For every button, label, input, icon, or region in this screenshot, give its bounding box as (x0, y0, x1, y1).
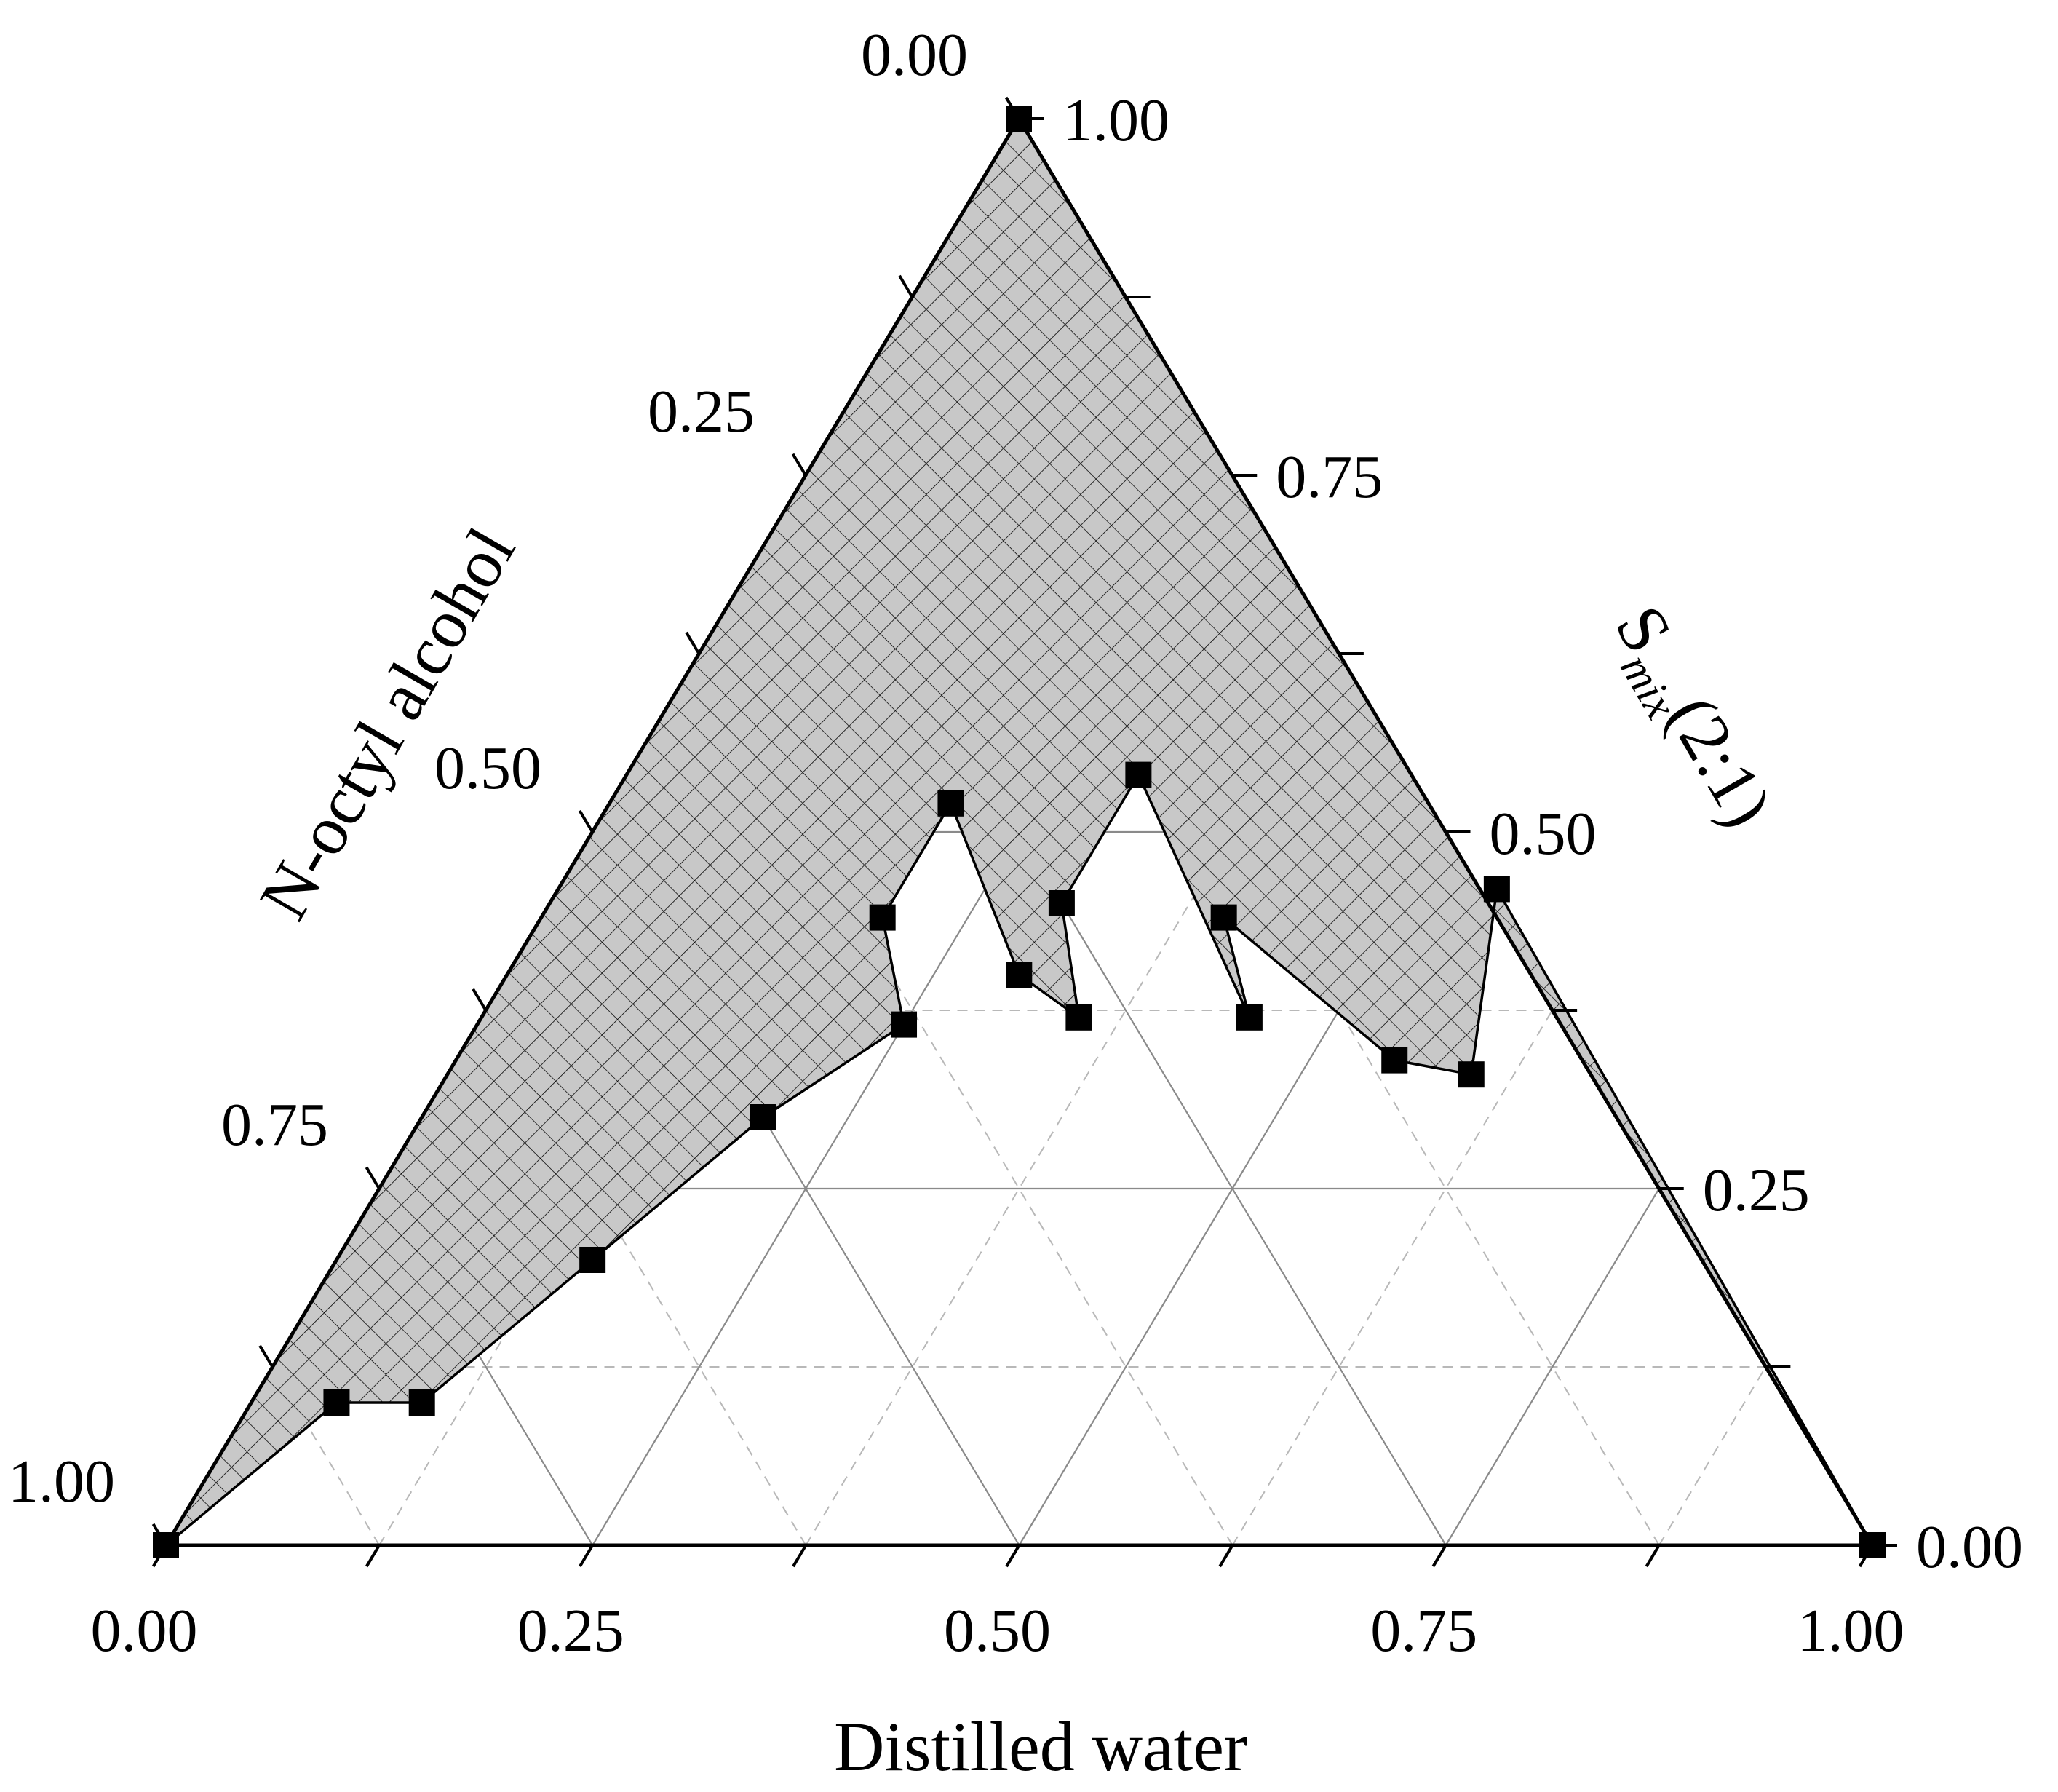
bottom-tick-label: 0.25 (517, 1597, 624, 1665)
bottom-tick-label: 0.00 (91, 1597, 198, 1665)
data-point-marker (1859, 1532, 1886, 1558)
left-axis-title: N-octyl alcohol (245, 515, 531, 932)
bottom-tick-label: 0.50 (944, 1597, 1051, 1665)
bottom-tick (792, 1544, 808, 1568)
bottom-tick (1645, 1544, 1661, 1568)
axis-ticks: 0.00 0.00 0.00 0.25 0.25 0.25 0.50 0.50 0.50 0.75… (8, 21, 2023, 1665)
grid-line-water (1231, 1010, 1553, 1546)
data-point-marker (1048, 890, 1075, 916)
left-tick-label: 0.25 (648, 378, 755, 445)
left-tick (685, 631, 701, 655)
right-tick-label: 1.00 (1062, 87, 1169, 154)
data-point-marker (1065, 1004, 1092, 1031)
data-point-marker (750, 1104, 776, 1130)
right-tick-label: 0.25 (1703, 1157, 1810, 1224)
bottom-tick (365, 1544, 381, 1568)
data-point-marker (1006, 106, 1032, 132)
data-point-marker (1210, 904, 1237, 931)
data-point-marker (1125, 761, 1152, 788)
data-point-marker (153, 1532, 179, 1558)
bottom-tick-label: 1.00 (1797, 1597, 1904, 1665)
data-point-marker (1483, 876, 1510, 903)
bottom-tick (579, 1544, 594, 1568)
data-point-marker (869, 904, 896, 931)
left-tick-label: 0.50 (434, 734, 541, 802)
grid-line-water (1445, 1188, 1660, 1546)
miscible-region (164, 117, 1874, 1547)
data-point-marker (1236, 1004, 1263, 1031)
right-tick-label: 0.00 (1916, 1513, 2023, 1581)
bottom-tick (1005, 1544, 1021, 1568)
data-point-marker (1458, 1061, 1485, 1088)
left-tick (791, 453, 807, 477)
bottom-tick-label: 0.75 (1370, 1597, 1477, 1665)
data-point-marker (579, 1247, 606, 1273)
right-tick-label: 0.75 (1276, 443, 1383, 511)
bottom-tick (1431, 1544, 1447, 1568)
left-tick (258, 1344, 274, 1368)
left-tick (898, 274, 914, 298)
left-tick (578, 809, 594, 833)
data-point-marker (891, 1011, 918, 1038)
left-tick (472, 988, 488, 1012)
left-tick-label: 0.00 (861, 21, 968, 89)
left-tick-label: 1.00 (8, 1448, 115, 1515)
right-tick-label: 0.50 (1490, 800, 1597, 868)
data-point-marker (1006, 962, 1033, 988)
grid-line-water (1658, 1366, 1767, 1546)
left-tick (365, 1166, 381, 1190)
bottom-axis-title: Distilled water (834, 1708, 1247, 1785)
data-point-marker (323, 1389, 350, 1416)
data-markers (153, 106, 1886, 1558)
left-tick-label: 0.75 (221, 1091, 328, 1159)
bottom-tick (1218, 1544, 1234, 1568)
data-point-marker (408, 1389, 435, 1416)
data-point-marker (937, 790, 964, 817)
region-outline (164, 117, 1874, 1547)
data-point-marker (1381, 1047, 1408, 1074)
right-axis-title: Smix(2:1) (1591, 592, 1787, 844)
